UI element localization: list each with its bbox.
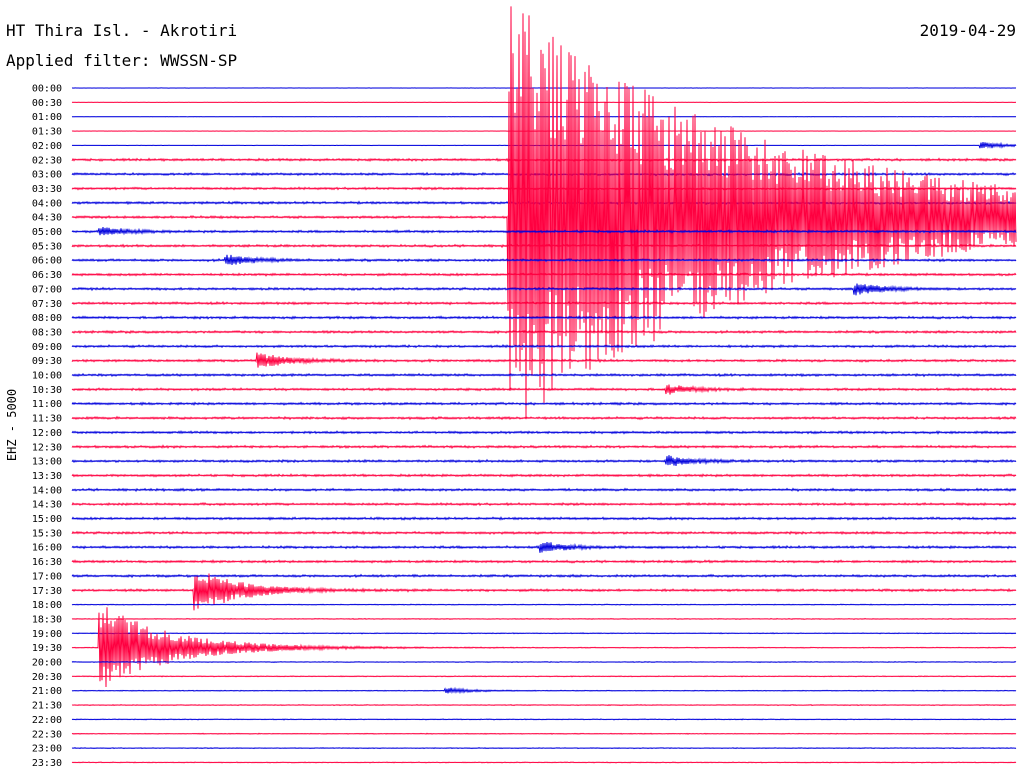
time-tick-label: 00:00: [32, 84, 62, 95]
time-tick-label: 14:00: [32, 485, 62, 496]
time-tick-label: 03:30: [32, 184, 62, 195]
trace-row: [71, 686, 1017, 695]
trace-row: [71, 746, 1017, 750]
trace-row: [71, 675, 1017, 678]
trace-row: [71, 372, 1017, 378]
time-tick-label: 01:00: [32, 112, 62, 123]
trace-row: [71, 227, 1017, 236]
trace-row: [71, 632, 1017, 635]
time-tick-label: 17:30: [32, 586, 62, 597]
trace-row: [71, 272, 1017, 277]
trace-row: [71, 455, 1017, 466]
trace-row: [71, 157, 1017, 163]
trace-row: [71, 718, 1017, 721]
trace-row: [71, 732, 1017, 735]
trace-row: [71, 516, 1017, 521]
filter-label: Applied filter: WWSSN-SP: [6, 51, 237, 70]
time-tick-label: 06:30: [32, 270, 62, 281]
trace-row: [71, 344, 1017, 349]
trace-row: [71, 329, 1017, 335]
time-tick-label: 02:30: [32, 155, 62, 166]
trace-row: [71, 243, 1017, 249]
trace-row: [71, 283, 1017, 296]
trace-row: [71, 559, 1017, 564]
time-tick-label: 13:30: [32, 471, 62, 482]
time-tick-label: 11:00: [32, 399, 62, 410]
time-tick-label: 08:00: [32, 313, 62, 324]
time-tick-label: 13:00: [32, 457, 62, 468]
time-tick-label: 21:00: [32, 686, 62, 697]
trace-row: [71, 384, 1017, 395]
seismic-traces: [71, 6, 1017, 764]
time-tick-label: 07:30: [32, 299, 62, 310]
time-tick-label: 07:00: [32, 284, 62, 295]
trace-row: [71, 141, 1017, 149]
time-tick-label: 17:00: [32, 571, 62, 582]
trace-row: [71, 530, 1017, 536]
time-tick-label: 06:00: [32, 256, 62, 267]
date-label: 2019-04-29: [920, 21, 1016, 40]
time-tick-label: 18:00: [32, 600, 62, 611]
time-tick-label: 16:30: [32, 557, 62, 568]
trace-row: [71, 315, 1017, 320]
trace-row: [71, 703, 1017, 707]
trace-row: [71, 542, 1017, 553]
trace-row: [71, 254, 1017, 266]
time-tick-label: 04:00: [32, 198, 62, 209]
time-tick-label: 09:30: [32, 356, 62, 367]
time-tick-label: 20:30: [32, 672, 62, 683]
time-tick-label: 15:30: [32, 528, 62, 539]
time-tick-label: 22:00: [32, 715, 62, 726]
time-tick-labels: 00:00 00:30 01:00 01:30 02:00 02:30 03:00 03:30…: [32, 84, 62, 769]
time-tick-label: 03:00: [32, 170, 62, 181]
trace-row: [71, 761, 1017, 764]
trace-row: [71, 171, 1017, 177]
trace-row: [71, 415, 1017, 421]
trace-row: [71, 186, 1017, 191]
time-tick-label: 23:00: [32, 744, 62, 755]
trace-row: [71, 444, 1017, 450]
time-tick-label: 11:30: [32, 414, 62, 425]
trace-row: [71, 352, 1017, 368]
time-tick-label: 05:00: [32, 227, 62, 238]
time-tick-label: 21:30: [32, 701, 62, 712]
trace-row: [71, 501, 1017, 507]
time-tick-label: 00:30: [32, 98, 62, 109]
time-tick-label: 12:30: [32, 442, 62, 453]
trace-row: [71, 6, 1017, 418]
trace-row: [71, 573, 1017, 579]
time-tick-label: 19:00: [32, 629, 62, 640]
time-tick-label: 01:30: [32, 127, 62, 138]
time-tick-label: 16:00: [32, 543, 62, 554]
trace-row: [71, 603, 1017, 606]
trace-row: [71, 617, 1017, 621]
trace-row: [71, 573, 1017, 611]
trace-row: [71, 607, 1017, 688]
time-tick-label: 08:30: [32, 327, 62, 338]
time-tick-label: 18:30: [32, 614, 62, 625]
time-tick-label: 09:00: [32, 342, 62, 353]
time-tick-label: 05:30: [32, 241, 62, 252]
time-tick-label: 10:30: [32, 385, 62, 396]
time-tick-label: 10:00: [32, 371, 62, 382]
trace-row: [71, 660, 1017, 664]
time-tick-label: 02:00: [32, 141, 62, 152]
trace-row: [71, 401, 1017, 407]
time-tick-label: 04:30: [32, 213, 62, 224]
time-tick-label: 15:00: [32, 514, 62, 525]
channel-label: EHZ - 5000: [5, 389, 19, 461]
trace-row: [71, 300, 1017, 306]
trace-row: [71, 430, 1017, 435]
time-tick-label: 20:00: [32, 658, 62, 669]
trace-row: [71, 101, 1017, 104]
trace-row: [71, 473, 1017, 478]
station-title: HT Thira Isl. - Akrotiri: [6, 21, 237, 40]
trace-row: [71, 487, 1017, 493]
time-tick-label: 19:30: [32, 643, 62, 654]
time-tick-label: 12:00: [32, 428, 62, 439]
time-tick-label: 23:30: [32, 758, 62, 769]
time-tick-label: 14:30: [32, 500, 62, 511]
time-tick-label: 22:30: [32, 729, 62, 740]
